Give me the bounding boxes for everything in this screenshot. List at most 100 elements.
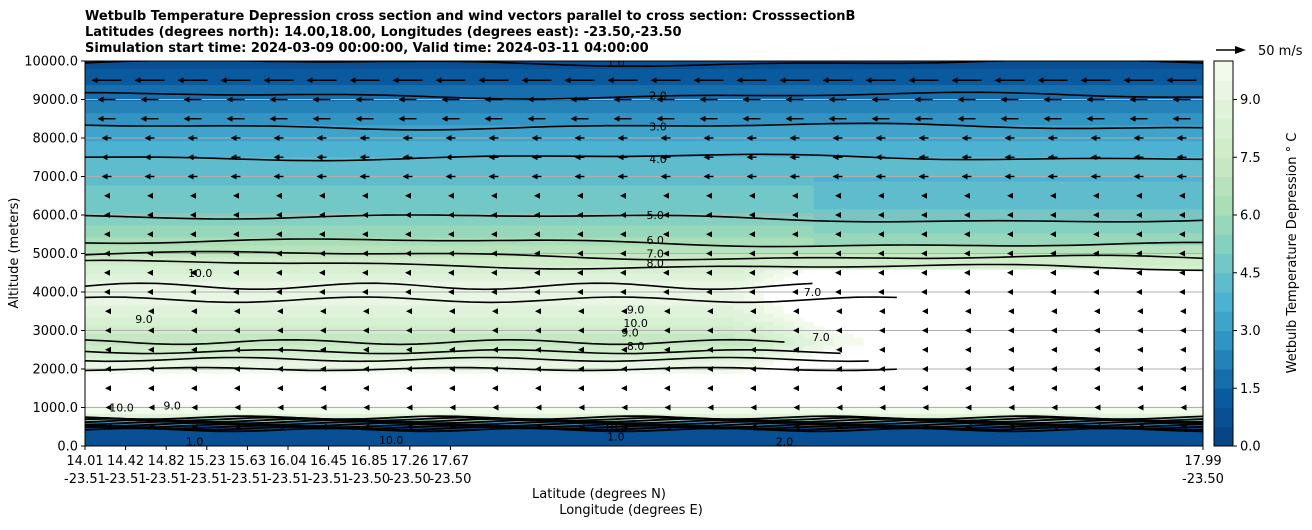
field-cell	[354, 217, 366, 223]
field-cell	[733, 173, 745, 178]
field-cell	[424, 133, 435, 138]
field-cell	[983, 225, 994, 231]
field-cell	[693, 113, 705, 118]
field-cell	[1123, 201, 1134, 206]
field-cell	[1023, 113, 1034, 118]
field-cell	[264, 165, 276, 170]
field-cell	[863, 65, 875, 70]
field-cell	[703, 197, 715, 202]
field-cell	[484, 61, 495, 66]
field-cell	[384, 89, 396, 94]
field-cell	[214, 153, 226, 158]
field-cell	[85, 65, 96, 70]
field-cell	[144, 125, 156, 130]
field-cell	[1073, 149, 1084, 154]
field-cell	[304, 113, 316, 118]
field-cell	[214, 149, 226, 154]
field-cell	[134, 125, 146, 130]
field-cell	[1023, 145, 1034, 150]
field-cell	[943, 185, 955, 190]
field-cell	[454, 125, 465, 130]
field-cell	[1063, 153, 1074, 158]
field-cell	[673, 225, 685, 231]
field-cell	[274, 77, 286, 82]
field-cell	[574, 229, 585, 235]
field-cell	[1093, 173, 1104, 178]
field-cell	[184, 161, 196, 166]
field-cell	[114, 197, 126, 202]
field-cell	[1093, 117, 1104, 122]
field-cell	[993, 181, 1004, 186]
field-cell	[1143, 61, 1154, 66]
field-cell	[893, 193, 905, 198]
field-cell	[174, 229, 186, 235]
field-cell	[1033, 77, 1044, 82]
field-cell	[933, 129, 945, 134]
field-cell	[624, 185, 635, 190]
field-cell	[384, 165, 396, 170]
field-cell	[254, 69, 266, 74]
field-cell	[374, 169, 386, 174]
field-cell	[923, 65, 935, 70]
field-cell	[534, 177, 545, 182]
field-cell	[653, 209, 665, 214]
field-cell	[85, 157, 96, 162]
field-cell	[114, 61, 126, 66]
field-cell	[663, 165, 675, 170]
field-cell	[793, 185, 805, 190]
field-cell	[584, 85, 595, 90]
field-cell	[943, 177, 955, 182]
field-cell	[444, 77, 455, 82]
field-cell	[993, 141, 1004, 146]
field-cell	[913, 141, 925, 146]
field-cell	[204, 113, 216, 118]
field-cell	[1193, 85, 1203, 90]
field-cell	[1123, 193, 1134, 198]
field-cell	[953, 77, 965, 82]
field-cell	[783, 157, 795, 162]
field-cell	[813, 193, 825, 198]
field-cell	[943, 181, 955, 186]
field-cell	[344, 197, 356, 202]
field-cell	[134, 117, 146, 122]
field-cell	[524, 77, 535, 82]
field-cell	[1073, 185, 1084, 190]
field-cell	[713, 77, 725, 82]
field-cell	[993, 217, 1004, 223]
field-cell	[224, 129, 236, 134]
field-cell	[1143, 193, 1154, 198]
field-cell	[1013, 101, 1024, 106]
field-cell	[344, 141, 356, 146]
field-cell	[454, 65, 465, 70]
field-cell	[673, 101, 685, 106]
field-cell	[763, 161, 775, 166]
field-cell	[713, 121, 725, 126]
field-cell	[673, 217, 685, 223]
field-cell	[963, 189, 975, 194]
field-cell	[624, 145, 635, 150]
field-cell	[194, 141, 206, 146]
field-cell	[703, 141, 715, 146]
field-cell	[134, 177, 146, 182]
field-cell	[993, 149, 1004, 154]
field-cell	[1053, 65, 1064, 70]
field-cell	[384, 205, 396, 210]
field-cell	[484, 89, 495, 94]
field-cell	[973, 213, 984, 219]
field-cell	[993, 213, 1004, 219]
field-cell	[354, 145, 366, 150]
field-cell	[184, 229, 196, 235]
field-cell	[424, 101, 435, 106]
field-cell	[1013, 69, 1024, 74]
field-cell	[464, 221, 475, 227]
field-cell	[334, 153, 346, 158]
field-cell	[1023, 173, 1034, 178]
field-cell	[94, 133, 106, 138]
field-cell	[1083, 173, 1094, 178]
field-cell	[634, 89, 645, 94]
field-cell	[973, 93, 984, 98]
field-cell	[454, 217, 465, 223]
field-cell	[813, 233, 825, 239]
field-cell	[1083, 185, 1094, 190]
field-cell	[334, 173, 346, 178]
